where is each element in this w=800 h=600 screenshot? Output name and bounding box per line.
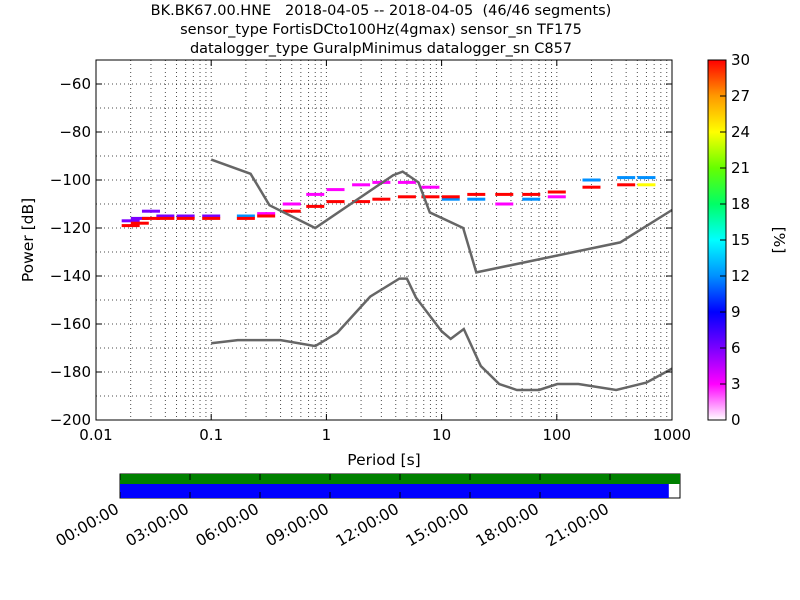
time-tick-label: 15:00:00	[403, 500, 472, 550]
y-tick-label: −140	[50, 267, 91, 285]
psd-bin	[176, 216, 195, 220]
grid	[96, 59, 672, 421]
colorbar-tick-label: 6	[731, 339, 741, 357]
chart-title: BK.BK67.00.HNE 2018-04-05 -- 2018-04-05 …	[0, 2, 762, 59]
low-noise-model-line	[211, 277, 673, 392]
psd-bin	[121, 219, 140, 223]
noise-models	[210, 158, 673, 392]
psd-bin	[156, 214, 175, 218]
colorbar-tick-label: 24	[731, 123, 750, 141]
colorbar-tick-label: 9	[731, 303, 741, 321]
colorbar-tick-label: 30	[731, 51, 750, 69]
psd-bin	[306, 192, 325, 196]
y-axis-label: Power [dB]	[19, 198, 37, 282]
psd-bin	[372, 197, 391, 201]
psd-bin	[637, 183, 656, 187]
y-tick-label: −200	[50, 411, 91, 429]
psd-bin	[441, 197, 460, 201]
psd-bin	[326, 200, 345, 204]
psd-bin	[121, 224, 140, 228]
psd-bin	[141, 209, 160, 213]
x-tick-label: 0.01	[79, 426, 112, 444]
plot-frame	[95, 59, 673, 421]
psd-bin	[397, 195, 416, 199]
psd-bin	[176, 214, 195, 218]
psd-bin	[467, 197, 486, 201]
psd-bin	[282, 202, 301, 206]
psd-bin	[467, 192, 486, 196]
psd-bin	[582, 185, 601, 189]
psd-bin	[617, 183, 636, 187]
psd-bin	[202, 216, 221, 220]
time-tick-label: 06:00:00	[193, 500, 262, 550]
psd-bin	[257, 212, 276, 216]
chart-title-line-3: datalogger_type GuralpMinimus datalogger…	[189, 41, 573, 57]
colorbar-tick-label: 0	[731, 411, 741, 429]
psd-bin	[547, 195, 566, 199]
chart-title-line-2: sensor_type FortisDCto100Hz(4gmax) senso…	[180, 22, 582, 38]
colorbar-ticks: 0 3 6 9 12 15 18 21 24 27 30	[720, 51, 750, 429]
psd-bin	[637, 176, 656, 180]
colorbar-tick-label: 12	[731, 267, 750, 285]
psd-bin	[282, 209, 301, 213]
psd-bin	[547, 190, 566, 194]
axes: 0.01 0.1 1 10 100 1000 −60 −80 −100 −120 −140 −160 −…	[50, 60, 691, 444]
psd-bin	[257, 214, 276, 218]
time-tick-label: 03:00:00	[123, 500, 192, 550]
colorbar-tick-label: 21	[731, 159, 750, 177]
chart-title-line-1: BK.BK67.00.HNE 2018-04-05 -- 2018-04-05 …	[150, 3, 612, 19]
psd-bins	[121, 176, 656, 228]
y-tick-label: −160	[50, 315, 91, 333]
colorbar-tick-label: 18	[731, 195, 750, 213]
psd-bin	[441, 195, 460, 199]
time-tick-label: 12:00:00	[333, 500, 402, 550]
psd-bin	[495, 192, 514, 196]
psd-bin	[522, 192, 541, 196]
psd-bin	[236, 216, 255, 220]
time-tick-label: 00:00:00	[53, 500, 122, 550]
y-tick-label: −100	[50, 171, 91, 189]
x-axis-label: Period [s]	[347, 451, 420, 469]
psd-bin	[156, 216, 175, 220]
x-tick-label: 1	[322, 426, 332, 444]
psd-bin	[236, 214, 255, 218]
psd-bin	[495, 202, 514, 206]
psd-bin	[352, 183, 371, 187]
psd-bin	[352, 200, 371, 204]
psd-bin	[421, 185, 440, 189]
psd-bin	[326, 188, 345, 192]
y-tick-label: −60	[59, 75, 91, 93]
psd-bin	[397, 180, 416, 184]
time-tick-label: 21:00:00	[543, 500, 612, 550]
colorbar-tick-label: 15	[731, 231, 750, 249]
x-tick-label: 0.1	[199, 426, 223, 444]
psd-bin	[522, 197, 541, 201]
psd-bin	[141, 216, 160, 220]
psd-bin	[617, 176, 636, 180]
time-tick-label: 18:00:00	[473, 500, 542, 550]
x-tick-label: 10	[432, 426, 451, 444]
y-tick-label: −180	[50, 363, 91, 381]
x-tick-label: 1000	[653, 426, 691, 444]
psd-bin	[130, 216, 149, 220]
psd-bin	[421, 195, 440, 199]
y-tick-label: −80	[59, 123, 91, 141]
y-tick-label: −120	[50, 219, 91, 237]
x-tick-label: 100	[542, 426, 571, 444]
coverage-data-fill	[120, 484, 669, 498]
colorbar-tick-label: 3	[731, 375, 741, 393]
high-noise-model-line	[210, 158, 673, 274]
psd-bin	[130, 221, 149, 225]
colorbar-tick-label: 27	[731, 87, 750, 105]
time-tick-label: 09:00:00	[263, 500, 332, 550]
psd-bin	[582, 178, 601, 182]
psd-bin	[202, 214, 221, 218]
psd-bin	[306, 204, 325, 208]
colorbar-label: [%]	[770, 227, 788, 254]
